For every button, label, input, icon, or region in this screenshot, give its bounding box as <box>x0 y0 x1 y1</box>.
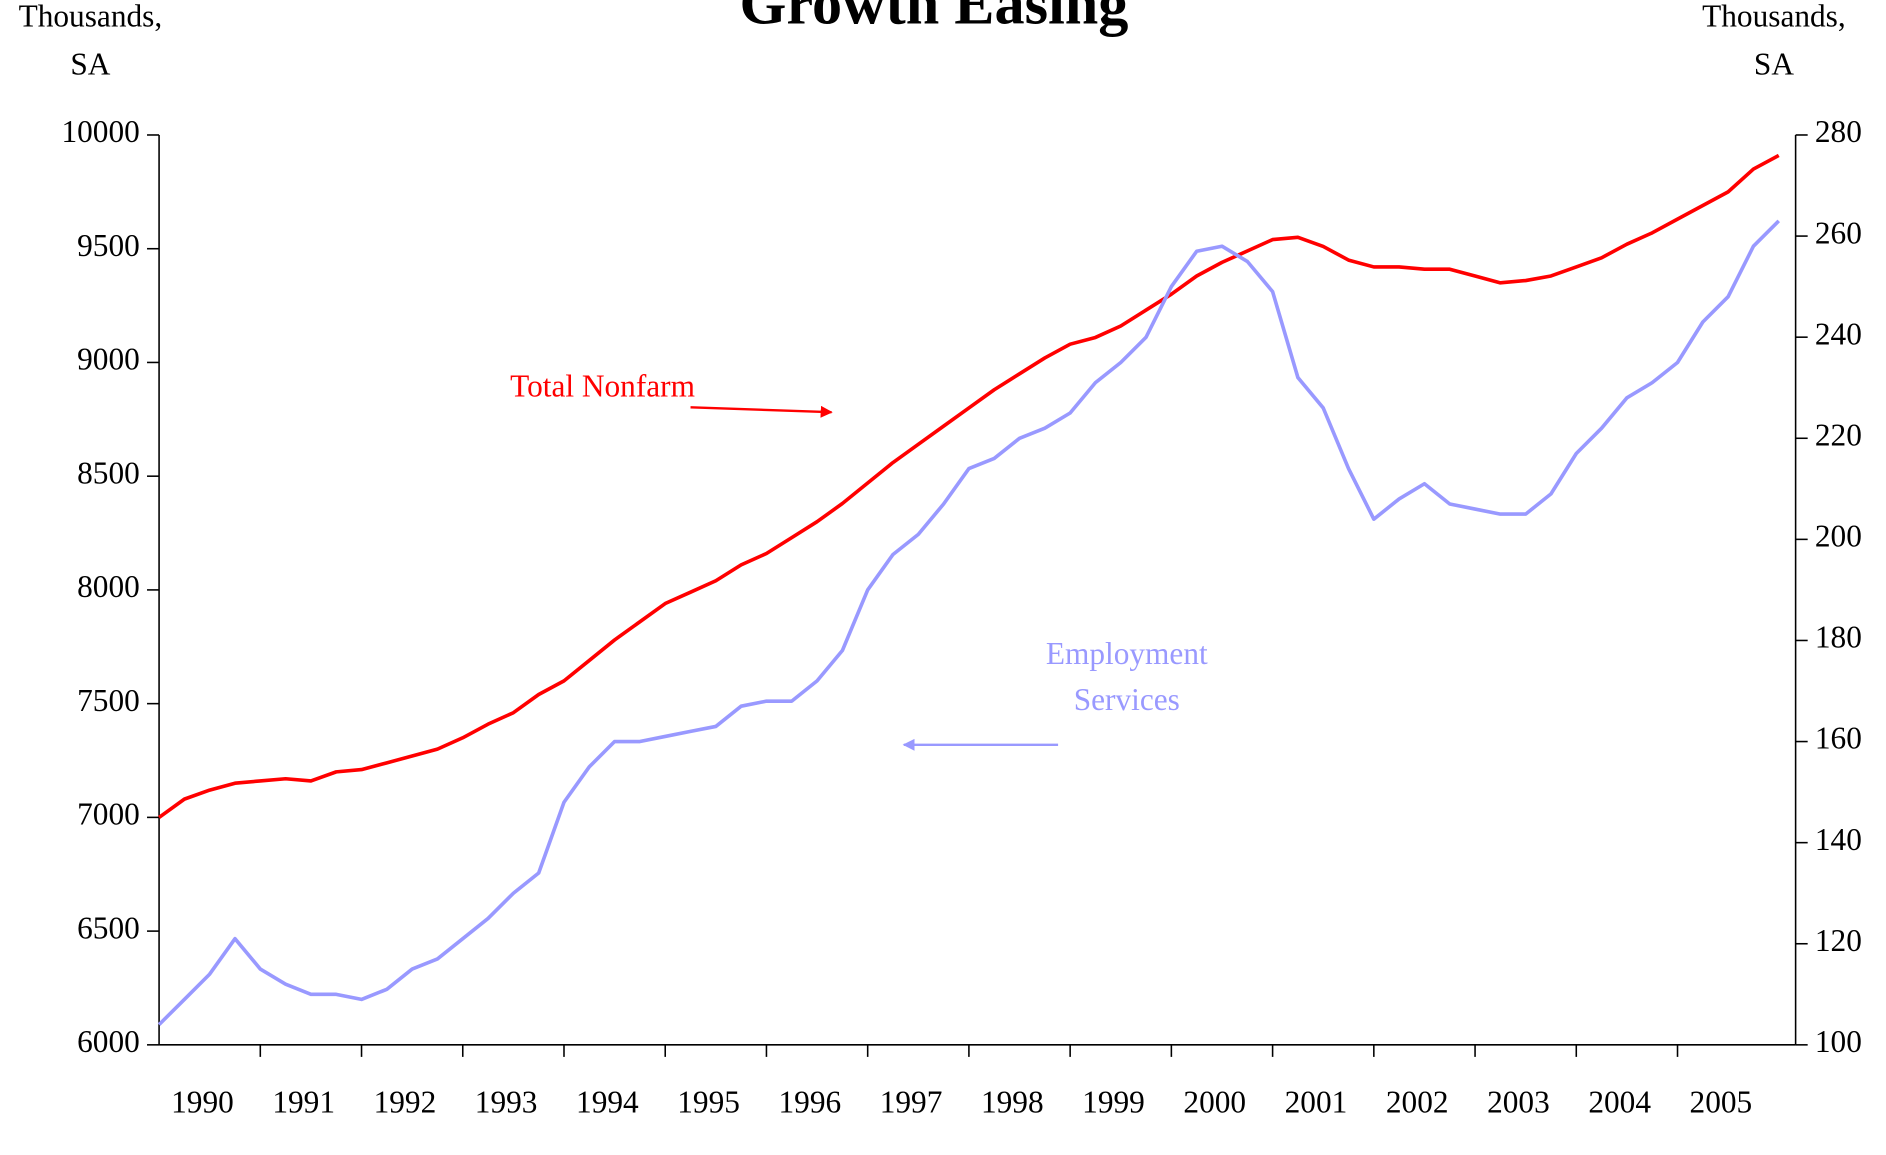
x-tick-label: 1991 <box>272 1084 335 1119</box>
y-tick-label: 10000 <box>61 114 139 149</box>
x-tick-label: 1994 <box>576 1084 639 1119</box>
annotation-arrow <box>690 405 833 418</box>
x-tick-label: 2001 <box>1285 1084 1348 1119</box>
x-tick-label: 2003 <box>1487 1084 1550 1119</box>
x-tick-label: 2005 <box>1690 1084 1753 1119</box>
x-tick-label: 1995 <box>677 1084 740 1119</box>
y2-tick-label: 140 <box>1815 822 1862 857</box>
y2-tick-label: 280 <box>1815 114 1862 149</box>
y-tick-label: 7000 <box>77 797 140 832</box>
y-tick-label: 8000 <box>77 569 140 604</box>
y2-tick-label: 240 <box>1815 316 1862 351</box>
x-tick-label: 1993 <box>475 1084 538 1119</box>
y-tick-label: 8500 <box>77 455 140 490</box>
x-tick-label: 2004 <box>1588 1084 1651 1119</box>
y-axis-label: SA <box>70 47 110 82</box>
y2-tick-label: 260 <box>1815 215 1862 250</box>
y2-tick-label: 120 <box>1815 923 1862 958</box>
x-tick-label: 2002 <box>1386 1084 1449 1119</box>
chart-title: Growth Easing <box>740 0 1129 37</box>
y2-tick-label: 100 <box>1815 1024 1862 1059</box>
x-tick-label: 1990 <box>171 1084 234 1119</box>
y2-axis-label: Thousands, <box>1702 0 1846 33</box>
series-line <box>158 153 1780 819</box>
series-line <box>157 219 1781 1026</box>
y2-tick-label: 180 <box>1815 620 1862 655</box>
y-tick-label: 6000 <box>77 1024 140 1059</box>
y-axis-label: Thousands, <box>19 0 163 33</box>
x-tick-label: 1996 <box>779 1084 842 1119</box>
y-tick-label: 9500 <box>77 228 140 263</box>
y2-axis-label: SA <box>1754 47 1794 82</box>
x-tick-label: 1998 <box>981 1084 1044 1119</box>
y2-tick-label: 160 <box>1815 721 1862 756</box>
y-tick-label: 7500 <box>77 683 140 718</box>
y2-tick-label: 220 <box>1815 417 1862 452</box>
x-tick-label: 1997 <box>880 1084 943 1119</box>
annotation: Total Nonfarm <box>510 368 695 403</box>
annotation: Services <box>1074 682 1180 717</box>
y-tick-label: 9000 <box>77 342 140 377</box>
x-tick-label: 1999 <box>1082 1084 1145 1119</box>
annotation: Employment <box>1046 636 1208 671</box>
y-tick-label: 6500 <box>77 910 140 945</box>
x-tick-label: 2000 <box>1183 1084 1246 1119</box>
x-tick-label: 1992 <box>374 1084 437 1119</box>
y2-tick-label: 200 <box>1815 519 1862 554</box>
